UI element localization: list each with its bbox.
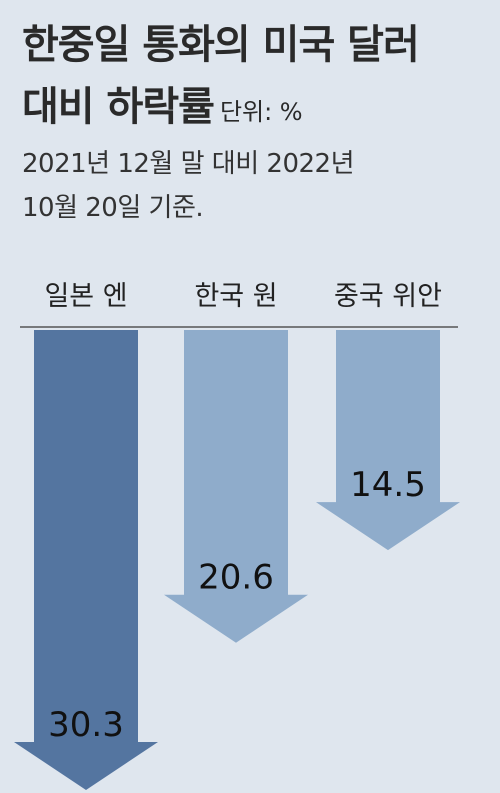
chart-title: 한중일 통화의 미국 달러 대비 하락률 단위: % xyxy=(22,14,492,143)
data-label: 30.3 xyxy=(48,705,124,745)
bar-arrow xyxy=(14,330,158,790)
unit-label: 단위: % xyxy=(219,98,303,126)
data-label: 14.5 xyxy=(350,465,426,505)
title-line-1: 한중일 통화의 미국 달러 xyxy=(22,22,420,68)
chart-subtitle: 2021년 12월 말 대비 2022년 10월 20일 기준. xyxy=(22,142,492,230)
subtitle-line-2: 10월 20일 기준. xyxy=(22,193,204,223)
data-label: 20.6 xyxy=(198,558,274,598)
category-label: 중국 위안 xyxy=(334,281,442,312)
category-label: 일본 엔 xyxy=(44,281,127,312)
title-line-2: 대비 하락률 xyxy=(22,84,215,130)
bar-arrow xyxy=(164,330,308,643)
bar-arrow xyxy=(316,330,460,551)
category-label: 한국 원 xyxy=(194,281,277,312)
subtitle-line-1: 2021년 12월 말 대비 2022년 xyxy=(22,149,355,179)
